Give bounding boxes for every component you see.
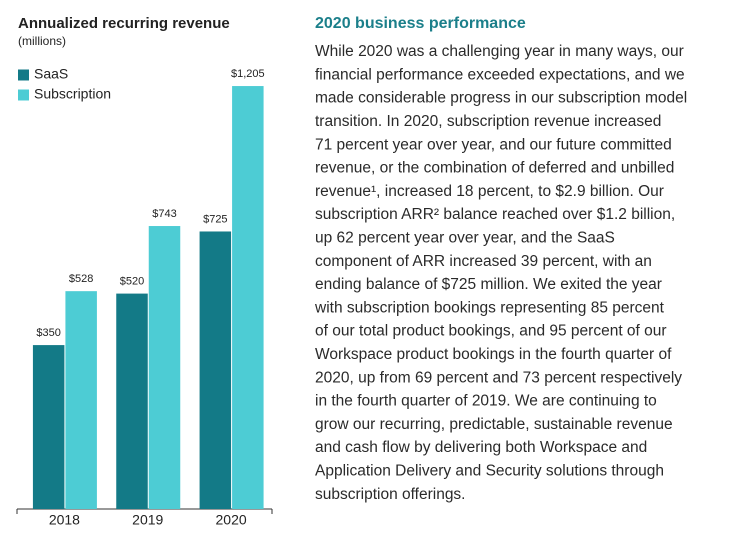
data-label: $528 — [69, 273, 93, 285]
body-line: ending balance of $725 million. We exite… — [315, 276, 662, 293]
chart-subtitle: (millions) — [18, 34, 66, 48]
body-line: in the fourth quarter of 2019. We are co… — [315, 393, 657, 410]
body-line: revenue¹, increased 18 percent, to $2.9 … — [315, 183, 664, 200]
chart-title: Annualized recurring revenue — [18, 15, 230, 32]
bar — [232, 86, 264, 509]
bar — [148, 226, 181, 510]
body-line: subscription ARR² balance reached over $… — [315, 206, 675, 223]
body-line: subscription offerings. — [315, 486, 466, 503]
legend-swatch — [18, 89, 29, 101]
body-line: 2020, up from 69 percent and 73 percent … — [315, 369, 682, 386]
body-line: of our total product bookings, and 95 pe… — [315, 323, 667, 340]
data-label: $520 — [120, 275, 144, 287]
bar — [199, 231, 232, 509]
body-line: Application Delivery and Security soluti… — [315, 462, 664, 479]
body-line: grow our recurring, predictable, sustain… — [315, 416, 673, 433]
bar — [65, 291, 97, 509]
article-title: 2020 business performance — [315, 15, 526, 32]
legend-label: Subscription — [34, 86, 111, 102]
body-line: revenue, or the combination of deferred … — [315, 160, 674, 177]
x-tick-label: 2019 — [132, 512, 163, 528]
body-line: 71 percent year over year, and our futur… — [315, 136, 672, 153]
legend-label: SaaS — [34, 66, 68, 82]
body-line: with subscription bookings representing … — [314, 299, 665, 316]
body-line: up 62 percent year over year, and the Sa… — [315, 229, 615, 246]
body-line: component of ARR increased 39 percent, w… — [315, 253, 652, 270]
x-tick-label: 2018 — [49, 512, 80, 528]
bar — [32, 345, 65, 509]
body-line: made considerable progress in our subscr… — [315, 90, 687, 107]
body-line: transition. In 2020, subscription revenu… — [315, 113, 661, 130]
body-line: and cash flow by delivering both Workspa… — [315, 439, 647, 456]
body-line: While 2020 was a challenging year in man… — [315, 43, 684, 60]
data-label: $725 — [203, 213, 227, 225]
data-label: $1,205 — [231, 68, 265, 80]
bar — [116, 293, 148, 509]
legend-swatch — [18, 69, 29, 81]
x-tick-label: 2020 — [216, 512, 247, 528]
data-label: $350 — [36, 327, 60, 339]
data-label: $743 — [152, 208, 176, 220]
body-line: Workspace product bookings in the fourth… — [315, 346, 672, 363]
body-line: financial performance exceeded expectati… — [315, 66, 685, 83]
